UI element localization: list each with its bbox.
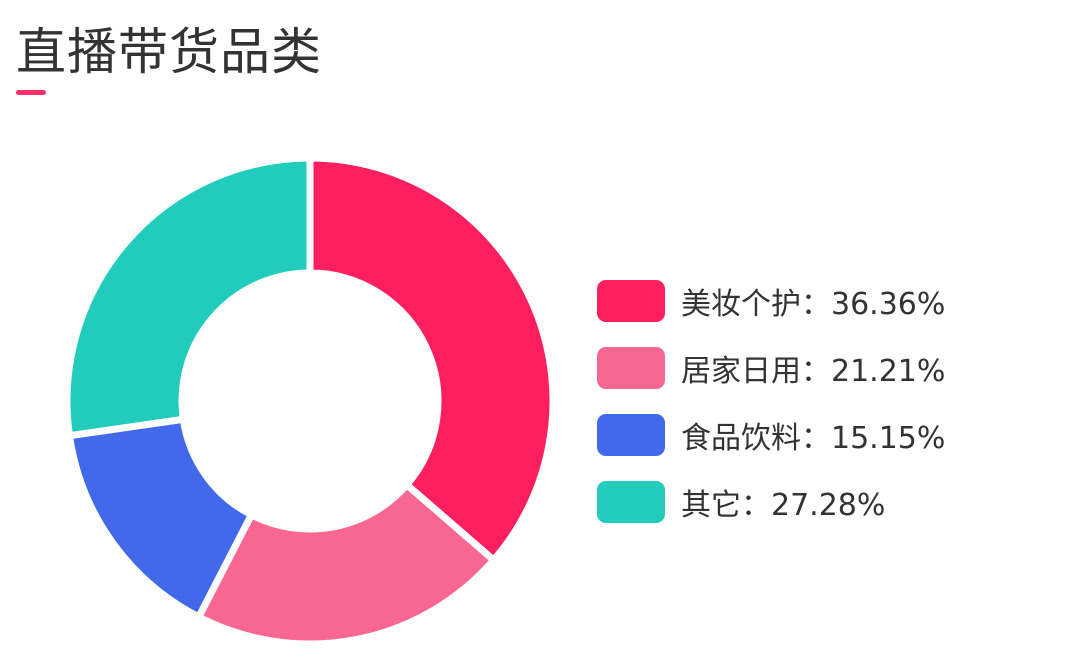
legend-item-food[interactable]: 食品饮料：15.15%	[597, 414, 945, 456]
legend-label: 美妆个护：36.36%	[681, 287, 946, 322]
legend-swatch	[597, 414, 665, 456]
legend-item-household[interactable]: 居家日用：21.21%	[597, 347, 945, 389]
legend-swatch	[597, 347, 665, 389]
legend-label: 食品饮料：15.15%	[681, 421, 946, 456]
slice-beauty[interactable]	[306, 154, 557, 564]
chart-title: 直播带货品类	[16, 23, 322, 81]
legend-item-other[interactable]: 其它：27.28%	[597, 481, 945, 523]
legend-label: 居家日用：21.21%	[681, 354, 946, 389]
legend-swatch	[597, 280, 665, 322]
legend-label: 其它：27.28%	[681, 488, 886, 523]
slice-household[interactable]	[195, 481, 498, 648]
legend-swatch	[597, 481, 665, 523]
legend: 美妆个护：36.36% 居家日用：21.21% 食品饮料：15.15% 其它：2…	[597, 280, 945, 548]
slice-other[interactable]	[63, 154, 314, 440]
title-underline	[16, 90, 46, 95]
slice-food[interactable]	[65, 415, 255, 621]
legend-item-beauty[interactable]: 美妆个护：36.36%	[597, 280, 945, 322]
